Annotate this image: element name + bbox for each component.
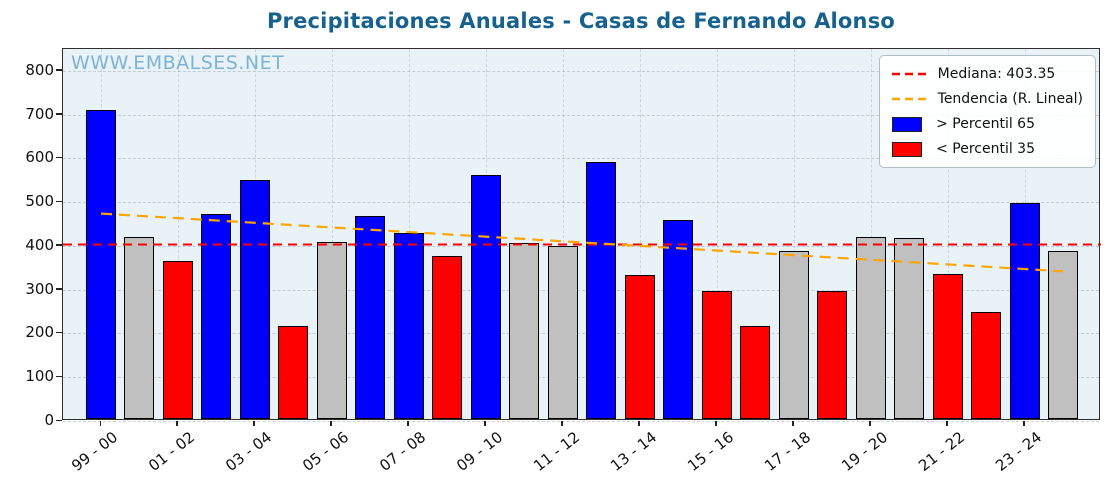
legend: Mediana: 403.35 Tendencia (R. Lineal) > P… [878, 55, 1096, 168]
y-tick-label: 700 [25, 104, 54, 123]
x-tick-label: 01 - 02 [145, 428, 199, 475]
y-tick-mark [56, 331, 62, 334]
legend-dashed-line-sample [891, 97, 928, 101]
x-tick-mark [869, 421, 871, 426]
legend-patch-swatch [891, 116, 922, 132]
x-tick-label: 07 - 08 [375, 428, 429, 475]
h-gridline [63, 377, 1099, 379]
watermark: WWW.EMBALSES.NET [71, 52, 285, 74]
bar-14-15 [663, 219, 694, 419]
bar-23-24 [1009, 203, 1040, 419]
y-tick-mark [56, 69, 62, 71]
x-tick-mark [99, 421, 101, 426]
bar-11-12 [547, 246, 578, 419]
bar-02-03 [201, 214, 232, 419]
bar-15-16 [701, 290, 732, 419]
bar-07-08 [393, 233, 424, 419]
legend-item-label: > Percentil 65 [931, 116, 1035, 132]
y-tick-label: 200 [25, 323, 54, 342]
h-gridline [63, 114, 1099, 116]
x-tick-label: 03 - 04 [222, 428, 275, 475]
bar-18-19 [817, 290, 848, 419]
y-tick-label: 800 [25, 60, 54, 79]
bar-17-18 [778, 251, 809, 419]
x-tick-label: 09 - 10 [452, 428, 506, 475]
bar-99-00 [86, 110, 116, 419]
x-tick-mark [176, 421, 178, 426]
bar-01-02 [162, 261, 193, 419]
bar-13-14 [624, 274, 655, 419]
legend-item: > Percentil 65 [891, 114, 1083, 134]
y-tick-mark [56, 375, 62, 378]
h-gridline [63, 70, 1099, 72]
x-tick-mark [407, 421, 409, 426]
x-tick-label: 23 - 24 [991, 428, 1045, 475]
y-tick-mark [56, 156, 62, 159]
x-tick-label: 19 - 20 [837, 428, 891, 475]
bar-04-05 [278, 326, 309, 419]
y-tick-mark [56, 244, 62, 246]
y-tick-label: 500 [25, 192, 54, 211]
x-tick-label: 15 - 16 [683, 428, 737, 475]
legend-item: Mediana: 403.35 [891, 64, 1083, 84]
bar-03-04 [239, 180, 270, 419]
bar-21-22 [932, 273, 963, 419]
chart-title: Precipitaciones Anuales - Casas de Ferna… [266, 9, 896, 33]
x-tick-mark [484, 421, 486, 426]
legend-patch-swatch [891, 141, 922, 157]
bar-12-13 [586, 162, 617, 419]
y-tick-label: 400 [25, 235, 54, 254]
bar-00-01 [124, 237, 155, 419]
x-tick-mark [330, 421, 332, 426]
x-tick-mark [638, 421, 640, 426]
y-tick-label: 300 [25, 279, 54, 298]
x-tick-mark [561, 421, 563, 426]
y-tick-label: 600 [25, 148, 54, 167]
x-tick-label: 21 - 22 [914, 428, 968, 475]
x-tick-label: 99 - 00 [68, 428, 122, 475]
y-tick-mark [56, 113, 62, 115]
x-tick-mark [1023, 421, 1025, 426]
legend-item-label: Tendencia (R. Lineal) [937, 91, 1083, 107]
legend-item-label: < Percentil 35 [931, 141, 1035, 157]
x-tick-label: 11 - 12 [529, 428, 583, 475]
legend-item: < Percentil 35 [891, 139, 1083, 159]
legend-item: Tendencia (R. Lineal) [891, 89, 1083, 109]
x-tick-mark [946, 421, 948, 426]
bar-22-23 [971, 311, 1002, 419]
y-tick-mark [56, 288, 62, 290]
legend-item-label: Mediana: 403.35 [937, 66, 1056, 82]
y-tick-label: 100 [25, 367, 54, 386]
x-tick-mark [715, 421, 717, 426]
h-gridline [63, 202, 1099, 204]
bar-08-09 [432, 256, 463, 419]
bar-06-07 [355, 216, 386, 419]
bar-16-17 [740, 326, 771, 419]
x-tick-label: 13 - 14 [606, 428, 660, 475]
bar-24-25 [1048, 250, 1078, 419]
y-tick-mark [56, 419, 62, 421]
h-gridline [63, 158, 1099, 160]
h-gridline [63, 289, 1099, 291]
bar-10-11 [509, 242, 540, 419]
x-tick-label: 05 - 06 [299, 428, 352, 475]
bar-05-06 [316, 241, 347, 419]
bar-09-10 [470, 175, 501, 419]
bar-20-21 [894, 238, 925, 419]
bar-19-20 [855, 237, 886, 419]
y-tick-mark [56, 200, 62, 203]
y-tick-label: 0 [44, 411, 54, 429]
x-tick-mark [792, 421, 794, 426]
x-tick-label: 17 - 18 [760, 428, 814, 475]
legend-dashed-line-sample [891, 72, 928, 76]
h-gridline [63, 421, 1099, 422]
h-gridline [63, 333, 1099, 335]
x-tick-mark [253, 421, 255, 426]
